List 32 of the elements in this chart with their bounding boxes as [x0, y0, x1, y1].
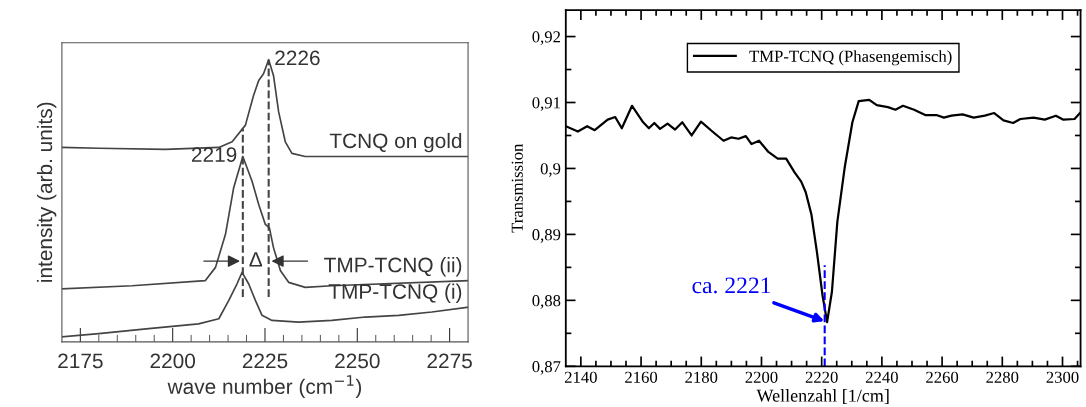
x-tick-label: 2200	[745, 371, 778, 383]
x-tick-label: 2200	[150, 353, 196, 369]
series-label: TMP-TCNQ (ii)	[324, 257, 462, 277]
y-axis-title: intensity (arb. units)	[36, 102, 57, 282]
series-label: TCNQ on gold	[329, 132, 462, 153]
x-tick-label: 2240	[865, 371, 898, 383]
x-tick-label: 2140	[564, 371, 597, 383]
y-tick-label: 0,88	[532, 295, 561, 309]
y-tick-label: 0,89	[532, 229, 561, 243]
y-tick-label: 0,91	[532, 97, 560, 111]
x-tick-label: 2250	[335, 353, 380, 369]
series-label: TMP-TCNQ (i)	[328, 283, 462, 303]
x-tick-label: 2175	[58, 353, 103, 369]
annotation: Δ	[249, 252, 263, 267]
x-tick-label: 2275	[427, 353, 472, 369]
x-tick-label: 2225	[242, 353, 288, 369]
x-tick-label: 2280	[986, 371, 1019, 383]
annotation: 2219	[191, 147, 237, 163]
legend-label: TMP-TCNQ (Phasengemisch)	[749, 50, 952, 66]
x-tick-label: 2260	[926, 371, 959, 383]
x-tick-label: 2300	[1046, 371, 1079, 383]
x-axis-title: Wellenzahl [1/cm]	[756, 389, 889, 404]
annotation: ca. 2221	[692, 277, 771, 294]
annotation: 2226	[275, 50, 320, 66]
y-tick-label: 0,92	[532, 31, 561, 45]
y-axis-title: Transmission	[511, 143, 523, 233]
y-tick-label: 0,9	[540, 163, 561, 177]
x-tick-label: 2180	[685, 371, 718, 383]
x-tick-label: 2220	[805, 371, 838, 383]
y-tick-label: 0,87	[532, 361, 561, 375]
x-tick-label: 2160	[625, 371, 658, 383]
x-axis-title: wave number (cm$^{−1}$)	[167, 375, 362, 399]
